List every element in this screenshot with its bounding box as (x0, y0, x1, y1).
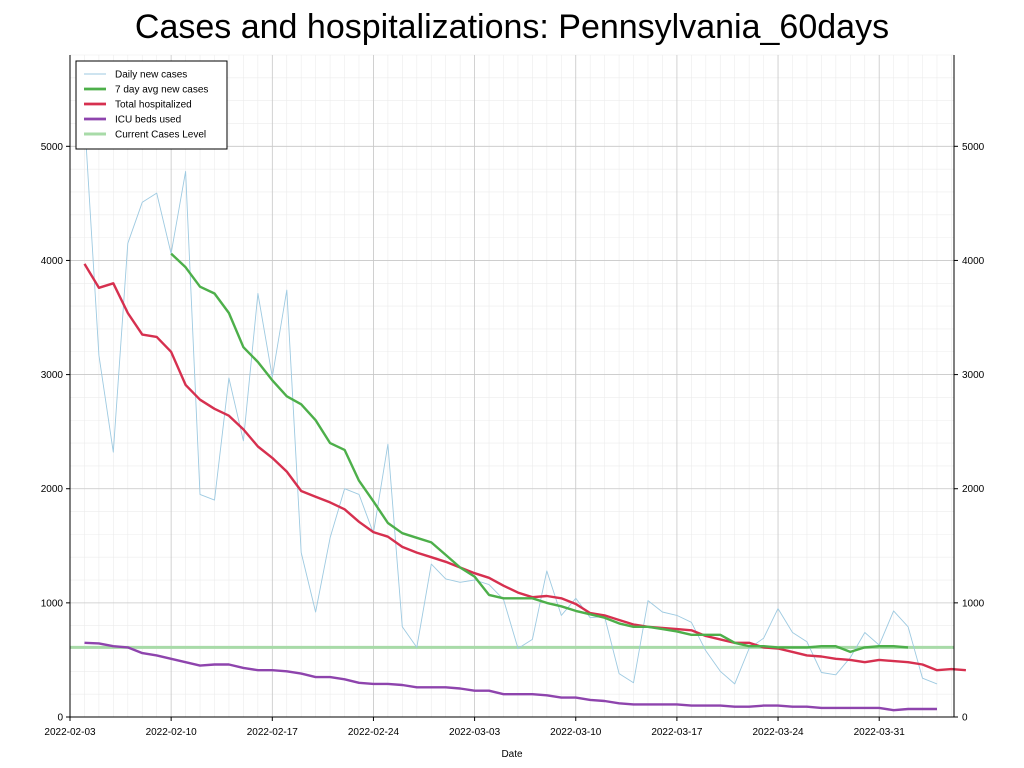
x-tick-label: 2022-02-17 (247, 727, 299, 738)
legend-label-7-day-avg-new-cases: 7 day avg new cases (115, 85, 208, 96)
y-tick-label-right: 2000 (962, 484, 985, 495)
x-tick-label: 2022-03-10 (550, 727, 602, 738)
y-tick-label-right: 3000 (962, 370, 985, 381)
x-axis-title: Date (501, 749, 523, 760)
x-tick-label: 2022-03-31 (854, 727, 906, 738)
legend-label-current-cases-level: Current Cases Level (115, 130, 206, 141)
x-tick-label: 2022-02-24 (348, 727, 400, 738)
y-tick-label: 1000 (41, 598, 64, 609)
x-tick-label: 2022-02-10 (146, 727, 198, 738)
chart-title: Cases and hospitalizations: Pennsylvania… (134, 8, 890, 46)
x-tick-label: 2022-03-24 (752, 727, 804, 738)
series-line-daily-new-cases (84, 117, 938, 685)
y-tick-label: 2000 (41, 484, 64, 495)
x-tick-label: 2022-03-03 (449, 727, 501, 738)
legend-label-daily-new-cases: Daily new cases (115, 70, 187, 81)
x-tick-label: 2022-03-17 (651, 727, 703, 738)
legend-label-total-hospitalized: Total hospitalized (115, 100, 192, 111)
y-tick-label: 3000 (41, 370, 64, 381)
legend: Daily new cases 7 day avg new cases Total … (75, 60, 228, 150)
y-tick-label-right: 1000 (962, 598, 985, 609)
y-tick-label-right: 5000 (962, 142, 985, 153)
series-line-7-day-avg-new-cases (170, 252, 909, 654)
legend-label-icu-beds-used: ICU beds used (115, 115, 181, 126)
y-tick-label-right: 4000 (962, 256, 985, 267)
y-tick-label: 0 (57, 713, 63, 724)
y-tick-label: 5000 (41, 142, 64, 153)
series-line-total-hospitalized (83, 263, 966, 672)
x-tick-label: 2022-02-03 (44, 727, 96, 738)
series-line-icu-beds-used (84, 641, 937, 712)
y-tick-label-right: 0 (962, 713, 968, 724)
y-tick-label: 4000 (41, 256, 64, 267)
